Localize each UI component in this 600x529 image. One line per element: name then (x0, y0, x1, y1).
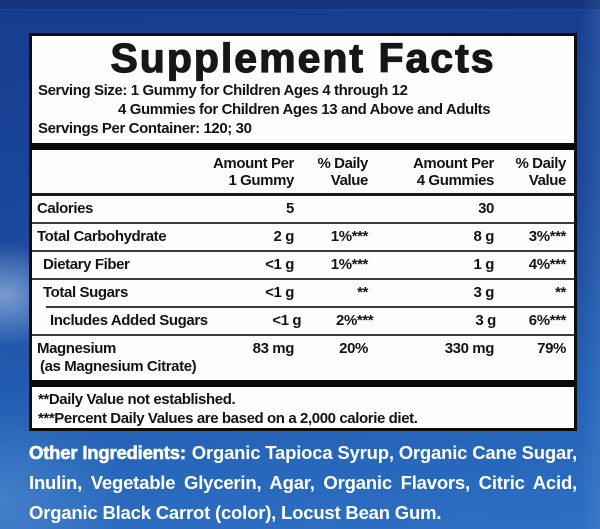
amount-4-gummies: 3 g (473, 284, 495, 301)
daily-value-4: 79% (537, 340, 566, 357)
row-separator (32, 222, 574, 224)
servings-per-container: Servings Per Container: 120; 30 (38, 120, 252, 137)
amount-1-gummy: <1 g (265, 256, 294, 273)
amount-4-gummies: 1 g (473, 256, 495, 273)
header-daily-value-4: % Daily Value (515, 155, 566, 189)
daily-value-1: 2%*** (336, 312, 374, 329)
daily-value-4: 3%*** (528, 228, 567, 245)
table-header-row: Amount Per 1 Gummy % Daily Value Amount … (32, 150, 574, 193)
nutrient-name: Magnesium (as Magnesium Citrate) (37, 340, 198, 376)
row-separator (46, 306, 574, 308)
nutrient-name: Dietary Fiber (43, 256, 130, 273)
footnotes: **Daily Value not established. ***Percen… (32, 387, 574, 428)
footnote-daily-value: **Daily Value not established. (38, 391, 236, 408)
table-row-calories: Calories 5 30 (32, 196, 574, 222)
nutrient-name: Includes Added Sugars (50, 312, 208, 329)
daily-value-1: ** (357, 284, 368, 301)
daily-value-1: 1%*** (330, 228, 369, 245)
row-separator (32, 250, 574, 252)
amount-1-gummy: 2 g (273, 228, 295, 245)
nutrient-name: Calories (37, 200, 93, 217)
amount-4-gummies: 3 g (475, 312, 496, 329)
amount-1-gummy: <1 g (265, 284, 294, 301)
row-separator (32, 334, 574, 336)
nutrient-name-sub: (as Magnesium Citrate) (40, 358, 197, 375)
daily-value-4: ** (555, 284, 566, 301)
header-amount-4-gummies: Amount Per 4 Gummies (412, 155, 494, 189)
table-row-includes-added-sugars: Includes Added Sugars <1 g 2%*** 3 g 6%*… (32, 308, 574, 334)
other-ingredients-line-1: Other Ingredients: Organic Tapioca Syrup,… (29, 438, 577, 468)
other-ingredients-label: Other Ingredients: (29, 442, 187, 464)
other-ingredients-line-3: Organic Black Carrot (color), Locust Bea… (29, 502, 442, 523)
panel-title: Supplement Facts (110, 35, 496, 81)
amount-4-gummies: 30 (478, 200, 494, 217)
table-row-dietary-fiber: Dietary Fiber <1 g 1%*** 1 g 4%*** (32, 252, 574, 278)
top-shadow-band (0, 0, 600, 10)
serving-size-line-2: 4 Gummies for Children Ages 13 and Above… (118, 101, 491, 118)
header-rule (32, 193, 574, 196)
amount-1-gummy: 5 (286, 200, 294, 217)
supplement-facts-panel: Supplement Facts Serving Size: 1 Gummy f… (29, 33, 577, 431)
amount-1-gummy: 83 mg (252, 340, 295, 357)
divider-bar-thick (32, 380, 574, 387)
amount-4-gummies: 330 mg (444, 340, 495, 357)
daily-value-1: 1%*** (330, 256, 369, 273)
daily-value-1: 20% (339, 340, 368, 357)
table-row-total-carbohydrate: Total Carbohydrate 2 g 1%*** 8 g 3%*** (32, 224, 574, 250)
header-daily-value-1: % Daily Value (317, 155, 368, 189)
other-ingredients-line-1-rest: Organic Tapioca Syrup, Organic Cane Suga… (191, 442, 577, 463)
row-separator (32, 278, 574, 280)
amount-4-gummies: 8 g (473, 228, 495, 245)
other-ingredients-line-2: Inulin, Vegetable Glycerin, Agar, Organi… (29, 472, 577, 493)
table-row-total-sugars: Total Sugars <1 g ** 3 g ** (32, 280, 574, 306)
divider-bar-thick (32, 143, 574, 150)
table-row-magnesium: Magnesium (as Magnesium Citrate) 83 mg 2… (32, 336, 574, 380)
nutrient-name-main: Magnesium (37, 340, 116, 357)
nutrient-name: Total Carbohydrate (37, 228, 167, 245)
serving-info: Serving Size: 1 Gummy for Children Ages … (32, 80, 574, 138)
daily-value-4: 4%*** (528, 256, 567, 273)
daily-value-4: 6%*** (528, 312, 567, 329)
footnote-percent-dv: ***Percent Daily Values are based on a 2… (38, 410, 418, 427)
header-amount-1-gummy: Amount Per 1 Gummy (212, 155, 294, 189)
amount-1-gummy: <1 g (272, 312, 302, 329)
nutrient-name: Total Sugars (43, 284, 128, 301)
other-ingredients: Other Ingredients: Organic Tapioca Syrup,… (29, 438, 577, 528)
serving-size-line-1: Serving Size: 1 Gummy for Children Ages … (38, 82, 408, 99)
